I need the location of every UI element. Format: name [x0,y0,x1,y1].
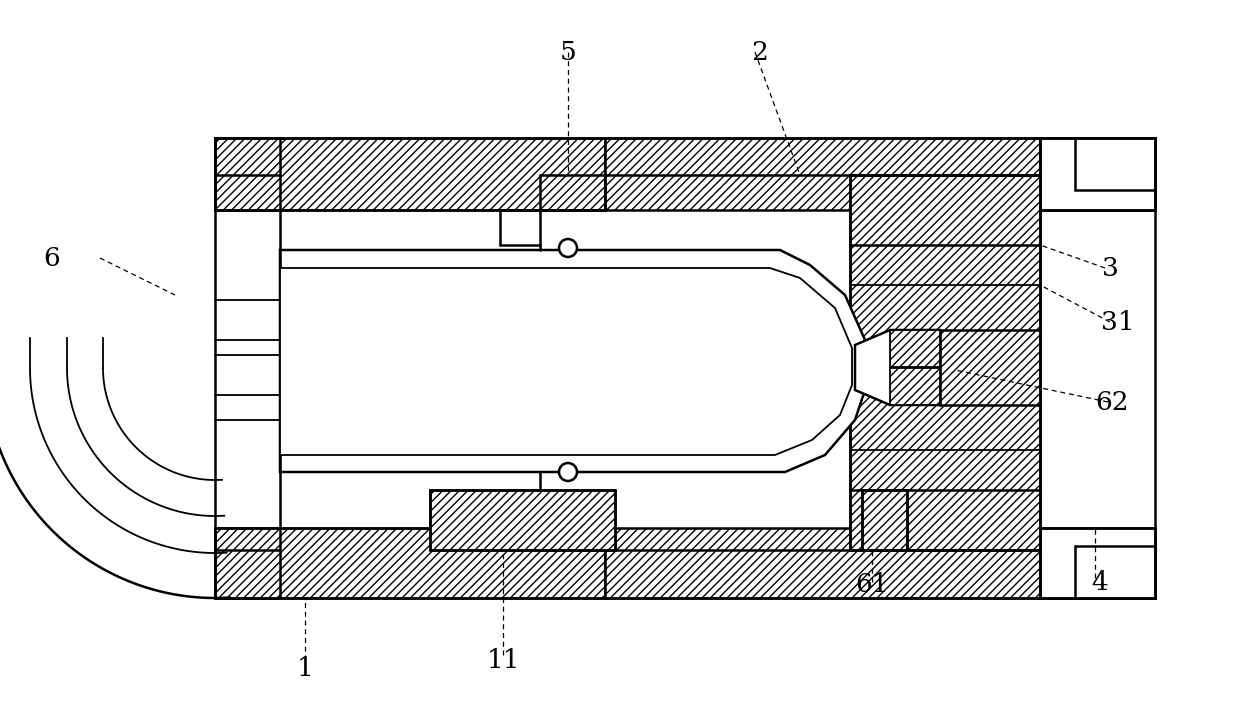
Polygon shape [280,268,852,455]
Circle shape [559,463,577,481]
Text: 61: 61 [856,571,889,596]
Bar [605,528,1040,598]
Bar [430,490,615,550]
Bar [1075,546,1154,598]
Text: 6: 6 [43,246,61,270]
Bar [1075,138,1154,190]
Bar [1040,138,1154,210]
Circle shape [559,239,577,257]
Bar [862,490,906,550]
Bar [1040,528,1154,598]
Bar [215,528,605,598]
Bar [849,175,1040,550]
Text: 11: 11 [486,648,520,672]
Bar [890,330,940,367]
Polygon shape [856,330,940,405]
Text: 5: 5 [559,39,577,65]
Bar [890,368,940,405]
Text: 2: 2 [751,39,769,65]
Bar [215,528,280,598]
Polygon shape [280,250,866,472]
Bar [1040,528,1154,598]
Text: 31: 31 [1101,310,1135,334]
Bar [215,138,280,210]
Text: 1: 1 [296,656,314,680]
Bar [1040,138,1154,210]
Bar [215,138,605,210]
Bar [605,138,1040,210]
Text: 4: 4 [1091,569,1109,595]
Text: 3: 3 [1101,255,1118,281]
Text: 62: 62 [1095,390,1128,414]
